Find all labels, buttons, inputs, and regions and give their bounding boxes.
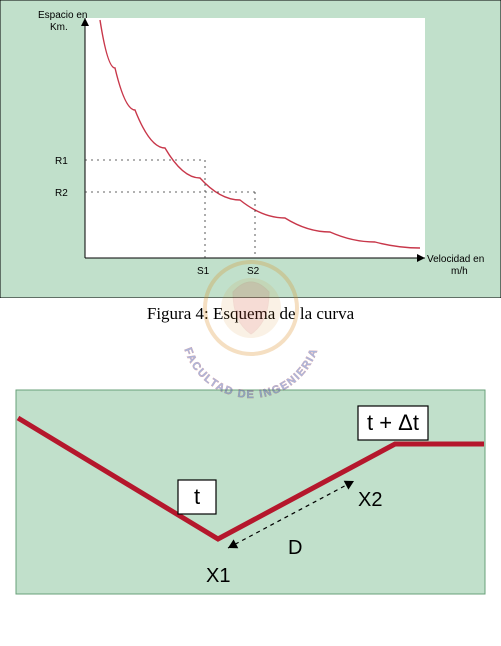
x-axis-label: Velocidad en <box>427 254 484 265</box>
d-label: D <box>288 537 302 559</box>
x1-label: X1 <box>206 565 230 587</box>
chart-2-svg: t t + Δt X1 X2 D <box>0 384 501 600</box>
ref-x-label: S2 <box>247 266 260 277</box>
ref-x-label: S1 <box>197 266 210 277</box>
svg-text:m/h: m/h <box>451 266 468 277</box>
ref-y-label: R2 <box>55 188 68 199</box>
chart-1-svg: Espacio enKm. Velocidad enm/h R1 S1 R2 S2 <box>0 0 501 298</box>
spacer <box>0 328 501 384</box>
x2-label: X2 <box>358 489 382 511</box>
t-plus-dt-box-label: t + Δt <box>367 410 419 435</box>
ref-y-label: R1 <box>55 156 68 167</box>
chart-2-panel: t t + Δt X1 X2 D <box>0 384 501 600</box>
chart-1-panel: Espacio enKm. Velocidad enm/h R1 S1 R2 S2 <box>0 0 501 298</box>
y-axis-label: Espacio en <box>38 10 87 21</box>
figure-4-wrap: Espacio enKm.Velocidad enm/hR1S1R2S2 FAC… <box>0 0 501 600</box>
svg-text:Km.: Km. <box>50 22 68 33</box>
t-box-label: t <box>194 484 200 509</box>
figure-caption: Figura 4: Esquema de la curva <box>0 298 501 328</box>
